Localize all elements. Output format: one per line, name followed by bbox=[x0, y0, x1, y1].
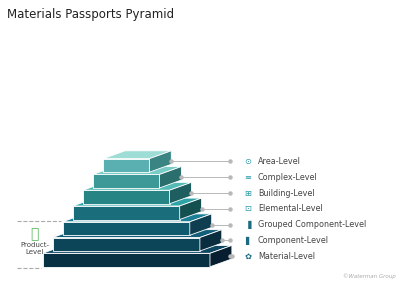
Polygon shape bbox=[160, 167, 181, 188]
Text: ≡: ≡ bbox=[244, 173, 251, 182]
Polygon shape bbox=[42, 245, 232, 253]
Text: Material-Level: Material-Level bbox=[258, 252, 315, 261]
Polygon shape bbox=[83, 182, 192, 190]
Text: Product-
Level: Product- Level bbox=[20, 242, 49, 255]
Polygon shape bbox=[73, 198, 202, 206]
Text: ▐: ▐ bbox=[244, 220, 251, 229]
Text: ©Waterman Group: ©Waterman Group bbox=[342, 273, 395, 279]
Polygon shape bbox=[93, 167, 181, 174]
Text: Component-Level: Component-Level bbox=[258, 236, 329, 245]
Polygon shape bbox=[149, 151, 171, 172]
Polygon shape bbox=[180, 198, 202, 220]
Polygon shape bbox=[53, 230, 222, 237]
Polygon shape bbox=[170, 182, 192, 204]
Text: Elemental-Level: Elemental-Level bbox=[258, 204, 322, 213]
Text: ⊡: ⊡ bbox=[244, 204, 251, 213]
Polygon shape bbox=[103, 159, 149, 172]
Polygon shape bbox=[210, 245, 232, 267]
Polygon shape bbox=[83, 190, 170, 204]
Polygon shape bbox=[73, 206, 180, 220]
Polygon shape bbox=[63, 222, 190, 235]
Polygon shape bbox=[190, 214, 212, 235]
Text: Complex-Level: Complex-Level bbox=[258, 173, 318, 182]
Text: Materials Passports Pyramid: Materials Passports Pyramid bbox=[7, 8, 174, 21]
Polygon shape bbox=[53, 237, 200, 251]
Polygon shape bbox=[200, 230, 222, 251]
Polygon shape bbox=[103, 151, 171, 159]
Text: Building-Level: Building-Level bbox=[258, 188, 314, 198]
Text: ⊞: ⊞ bbox=[244, 188, 251, 198]
Text: ✿: ✿ bbox=[244, 252, 251, 261]
Text: ⊙: ⊙ bbox=[244, 157, 251, 166]
Text: Grouped Component-Level: Grouped Component-Level bbox=[258, 220, 366, 229]
Text: 🛒: 🛒 bbox=[30, 228, 39, 241]
Polygon shape bbox=[42, 253, 210, 267]
Text: ▌: ▌ bbox=[244, 236, 251, 245]
Polygon shape bbox=[93, 174, 160, 188]
Text: Area-Level: Area-Level bbox=[258, 157, 301, 166]
Polygon shape bbox=[63, 214, 212, 222]
